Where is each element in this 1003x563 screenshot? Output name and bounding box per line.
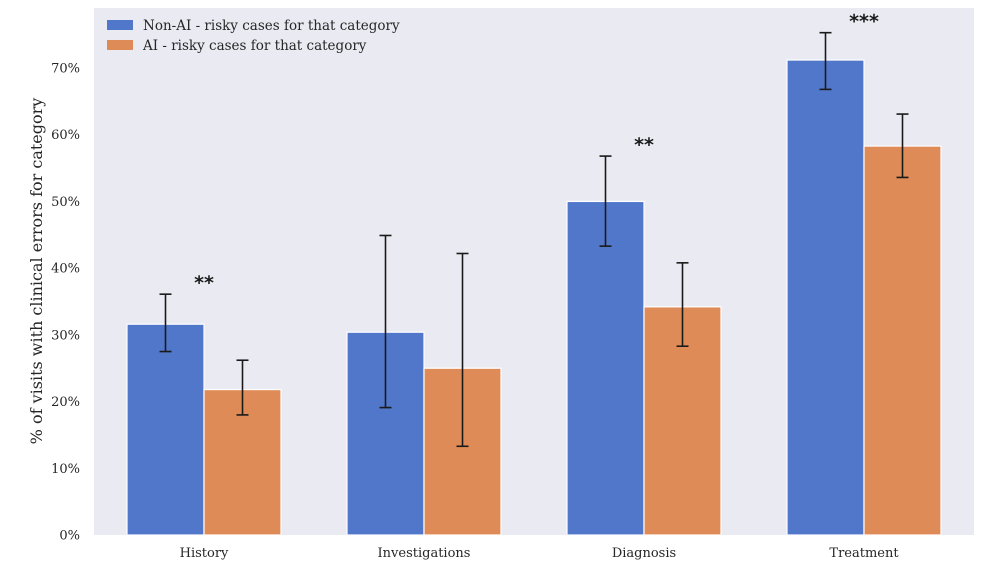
y-tick-label: 20%	[51, 395, 80, 410]
y-tick-label: 10%	[51, 462, 80, 477]
x-tick-label: Investigations	[378, 546, 471, 561]
legend: Non-AI - risky cases for that category AI…	[100, 12, 410, 60]
x-tick-label: History	[180, 546, 229, 561]
y-tick-label: 60%	[51, 128, 80, 143]
significance-layer: *******	[194, 11, 879, 294]
error-bars-layer	[159, 31, 909, 448]
bar	[863, 145, 942, 536]
x-tick-label: Treatment	[829, 546, 899, 561]
significance-marker: ***	[849, 11, 879, 33]
bar	[423, 367, 502, 536]
x-axis-ticks: History Investigations Diagnosis Treatment	[180, 546, 900, 561]
legend-label: AI - risky cases for that category	[142, 38, 367, 54]
significance-marker: **	[194, 272, 214, 294]
bars-layer	[126, 59, 942, 536]
y-tick-label: 40%	[51, 262, 80, 277]
y-tick-label: 0%	[59, 529, 80, 544]
bar	[126, 323, 205, 536]
legend-label: Non-AI - risky cases for that category	[143, 18, 400, 34]
legend-swatch	[107, 40, 133, 50]
significance-marker: **	[634, 134, 654, 156]
bar	[566, 200, 645, 536]
legend-box	[100, 12, 410, 60]
y-axis-title: % of visits with clinical errors for cat…	[27, 98, 46, 445]
y-axis-ticks: 0% 10% 20% 30% 40% 50% 60% 70%	[51, 62, 80, 544]
bar	[786, 59, 865, 536]
y-tick-label: 30%	[51, 328, 80, 343]
y-tick-label: 50%	[51, 195, 80, 210]
legend-swatch	[107, 20, 133, 30]
x-tick-label: Diagnosis	[612, 546, 676, 561]
y-tick-label: 70%	[51, 62, 80, 77]
